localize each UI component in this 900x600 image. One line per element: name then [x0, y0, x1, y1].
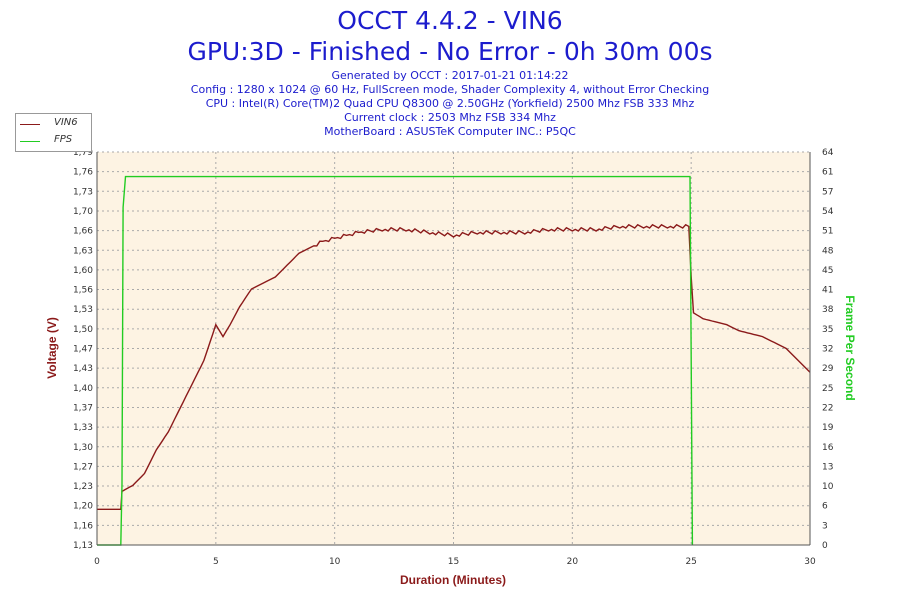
- y-tick-label: 1,79: [73, 148, 93, 158]
- axis-ticks: 1,13 01,16 31,20 61,23 101,27 131,30 161,33 191…: [73, 148, 834, 567]
- y2-tick-label: 41: [822, 286, 833, 296]
- y2-tick-label: 51: [822, 227, 833, 237]
- y2-tick-label: 45: [822, 266, 833, 276]
- legend-item-vin6: VIN6: [16, 116, 91, 132]
- x-tick-label: 30: [804, 557, 816, 567]
- chart-subtitle: GPU:3D - Finished - No Error - 0h 30m 00…: [187, 37, 713, 66]
- y-tick-label: 1,33: [73, 423, 93, 433]
- y2-tick-label: 10: [822, 482, 834, 492]
- y2-tick-label: 13: [822, 462, 833, 472]
- y2-tick-label: 48: [822, 246, 834, 256]
- y2-tick-label: 3: [822, 521, 828, 531]
- x-tick-label: 20: [567, 557, 579, 567]
- grid-lines: [97, 151, 810, 546]
- y-tick-label: 1,50: [73, 325, 93, 335]
- y-tick-label: 1,37: [73, 403, 93, 413]
- y2-tick-label: 19: [822, 423, 834, 433]
- y2-tick-label: 35: [822, 325, 833, 335]
- y-tick-label: 1,76: [73, 168, 93, 178]
- y2-tick-label: 29: [822, 364, 834, 374]
- y-tick-label: 1,47: [73, 345, 93, 355]
- motherboard-info: MotherBoard : ASUSTeK Computer INC.: P5Q…: [324, 125, 576, 138]
- y-tick-label: 1,23: [73, 482, 93, 492]
- config-info: Config : 1280 x 1024 @ 60 Hz, FullScreen…: [190, 83, 710, 96]
- y-tick-label: 1,13: [73, 541, 93, 551]
- x-axis-label: Duration (Minutes): [400, 573, 506, 587]
- y-tick-label: 1,16: [73, 521, 93, 531]
- y-tick-label: 1,60: [73, 266, 93, 276]
- x-tick-label: 25: [685, 557, 696, 567]
- y-tick-label: 1,66: [73, 227, 93, 237]
- y2-tick-label: 22: [822, 403, 833, 413]
- legend-item-fps: FPS: [16, 133, 91, 149]
- y-tick-label: 1,53: [73, 305, 93, 315]
- legend-label-fps: FPS: [54, 134, 73, 145]
- fps-series-line: [97, 175, 694, 546]
- y-tick-label: 1,63: [73, 246, 93, 256]
- generated-info: Generated by OCCT : 2017-01-21 01:14:22: [331, 69, 569, 82]
- legend-swatch-fps: [20, 141, 40, 142]
- y2-tick-label: 25: [822, 384, 833, 394]
- y-tick-label: 1,20: [73, 502, 93, 512]
- y2-tick-label: 16: [822, 443, 834, 453]
- y-tick-label: 1,43: [73, 364, 93, 374]
- y2-tick-label: 57: [822, 187, 833, 197]
- y-tick-label: 1,40: [73, 384, 93, 394]
- legend-label-vin6: VIN6: [54, 117, 78, 128]
- y-axis-label: Voltage (V): [45, 317, 59, 379]
- y2-tick-label: 61: [822, 168, 833, 178]
- legend: VIN6 FPS: [15, 113, 92, 152]
- y-tick-label: 1,73: [73, 187, 93, 197]
- legend-swatch-vin6: [20, 124, 40, 125]
- y2-axis-label: Frame Per Second: [843, 295, 857, 400]
- clock-info: Current clock : 2503 Mhz FSB 334 Mhz: [344, 111, 556, 124]
- chart-title: OCCT 4.4.2 - VIN6: [337, 6, 563, 35]
- y2-tick-label: 54: [822, 207, 834, 217]
- y-tick-label: 1,30: [73, 443, 93, 453]
- y2-tick-label: 0: [822, 541, 828, 551]
- y2-tick-label: 64: [822, 148, 834, 158]
- x-tick-label: 0: [94, 557, 100, 567]
- x-tick-label: 15: [448, 557, 459, 567]
- y2-tick-label: 32: [822, 345, 833, 355]
- y2-tick-label: 6: [822, 502, 828, 512]
- x-tick-label: 10: [329, 557, 341, 567]
- y-tick-label: 1,27: [73, 462, 93, 472]
- y-tick-label: 1,70: [73, 207, 93, 217]
- y2-tick-label: 38: [822, 305, 834, 315]
- x-tick-label: 5: [213, 557, 219, 567]
- y-tick-label: 1,56: [73, 286, 93, 296]
- cpu-info: CPU : Intel(R) Core(TM)2 Quad CPU Q8300 …: [205, 97, 695, 110]
